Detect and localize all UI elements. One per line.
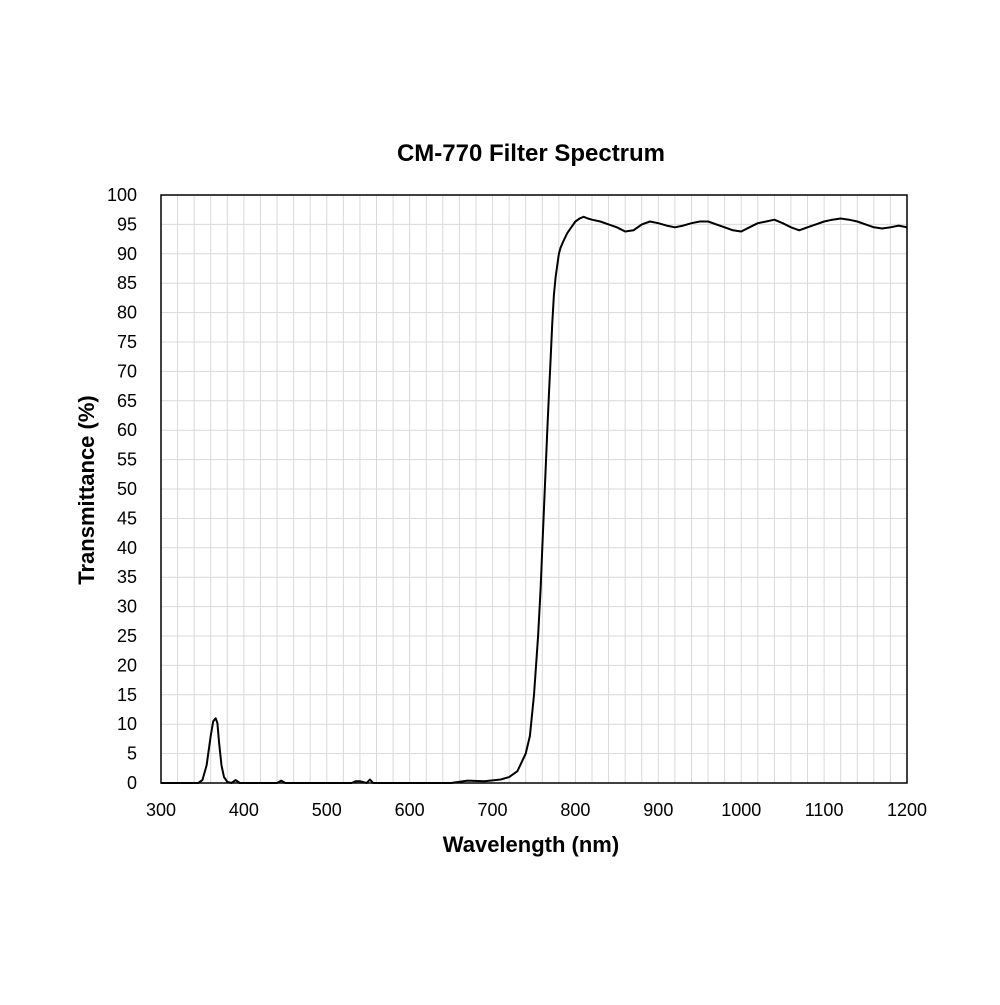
x-tick-label: 1200 <box>887 800 927 820</box>
y-tick-label: 70 <box>117 361 137 381</box>
y-tick-label: 75 <box>117 332 137 352</box>
y-tick-label: 85 <box>117 273 137 293</box>
y-tick-label: 95 <box>117 214 137 234</box>
y-tick-label: 80 <box>117 303 137 323</box>
y-tick-label: 55 <box>117 450 137 470</box>
y-tick-label: 30 <box>117 597 137 617</box>
x-tick-label: 1100 <box>805 800 844 820</box>
transmittance-series-line <box>161 215 908 784</box>
x-tick-label: 900 <box>643 800 673 820</box>
y-tick-label: 40 <box>117 538 137 558</box>
y-tick-label: 100 <box>107 185 137 205</box>
y-tick-label: 65 <box>117 391 137 411</box>
y-tick-label: 90 <box>117 244 137 264</box>
chart-title: CM-770 Filter Spectrum <box>397 140 665 167</box>
plot-area <box>161 215 908 784</box>
y-tick-label: 60 <box>117 420 137 440</box>
y-tick-label: 45 <box>117 508 137 528</box>
y-tick-label: 5 <box>127 744 137 764</box>
x-tick-label: 400 <box>229 800 259 820</box>
x-tick-label: 500 <box>312 800 342 820</box>
y-axis-label: Transmittance (%) <box>74 395 99 585</box>
grid <box>161 195 907 783</box>
y-axis-ticks: 0 5 10 15 20 25 30 35 40 45 50 55 60 65 70 75 80 85 90 95 10… <box>107 185 137 793</box>
x-tick-label: 700 <box>478 800 508 820</box>
y-tick-label: 50 <box>117 479 137 499</box>
x-axis-ticks: 300 400 500 600 700 800 900 1000 1100 1200 <box>146 800 927 820</box>
y-tick-label: 15 <box>117 685 137 705</box>
y-tick-label: 35 <box>117 567 137 587</box>
y-tick-label: 10 <box>117 714 137 734</box>
x-tick-label: 1000 <box>721 800 761 820</box>
y-tick-label: 20 <box>117 655 137 675</box>
x-tick-label: 600 <box>395 800 425 820</box>
plot-frame <box>160 194 908 784</box>
x-axis-label: Wavelength (nm) <box>443 832 619 857</box>
y-tick-label: 25 <box>117 626 137 646</box>
x-tick-label: 800 <box>560 800 590 820</box>
y-tick-label: 0 <box>127 773 137 793</box>
x-tick-label: 300 <box>146 800 176 820</box>
